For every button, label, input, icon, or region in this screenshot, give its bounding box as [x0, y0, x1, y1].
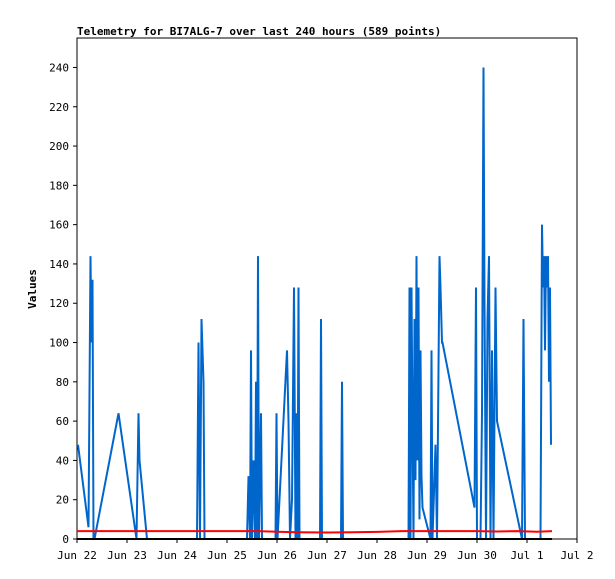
y-tick-label: 40 [56, 454, 69, 467]
x-tick-label: Jun 26 [257, 549, 297, 562]
y-tick-label: 200 [49, 140, 69, 153]
y-tick-label: 180 [49, 179, 69, 192]
x-axis: Jun 22 Jun 23 Jun 24 Jun 25 Jun 26 Jun 27 Jun … [57, 539, 594, 562]
plot-area-frame [76, 37, 578, 540]
y-tick-label: 80 [56, 376, 69, 389]
x-tick-label: Jun 30 [457, 549, 497, 562]
x-tick-label: Jun 23 [107, 549, 147, 562]
y-axis-label: Values [26, 269, 39, 309]
y-tick-label: 220 [49, 101, 69, 114]
y-tick-label: 20 [56, 494, 69, 507]
x-tick-label: Jun 29 [407, 549, 447, 562]
x-tick-label: Jun 22 [57, 549, 97, 562]
y-tick-label: 140 [49, 258, 69, 271]
y-axis: 0 20 40 60 80 100 120 140 160 180 200 220 240 [49, 61, 77, 546]
x-tick-label: Jul 1 [510, 549, 543, 562]
chart-title: Telemetry for BI7ALG-7 over last 240 hou… [77, 25, 441, 38]
y-tick-label: 240 [49, 61, 69, 74]
series-layer [77, 67, 553, 540]
x-tick-label: Jun 27 [307, 549, 347, 562]
x-tick-label: Jun 25 [207, 549, 247, 562]
y-tick-label: 0 [62, 533, 69, 546]
y-tick-label: 60 [56, 415, 69, 428]
x-tick-label: Jun 28 [357, 549, 397, 562]
y-tick-label: 100 [49, 337, 69, 350]
x-tick-label: Jun 24 [157, 549, 197, 562]
series-line-1 [77, 530, 553, 534]
y-tick-label: 160 [49, 219, 69, 232]
y-tick-label: 120 [49, 297, 69, 310]
x-tick-label: Jul 2 [560, 549, 593, 562]
